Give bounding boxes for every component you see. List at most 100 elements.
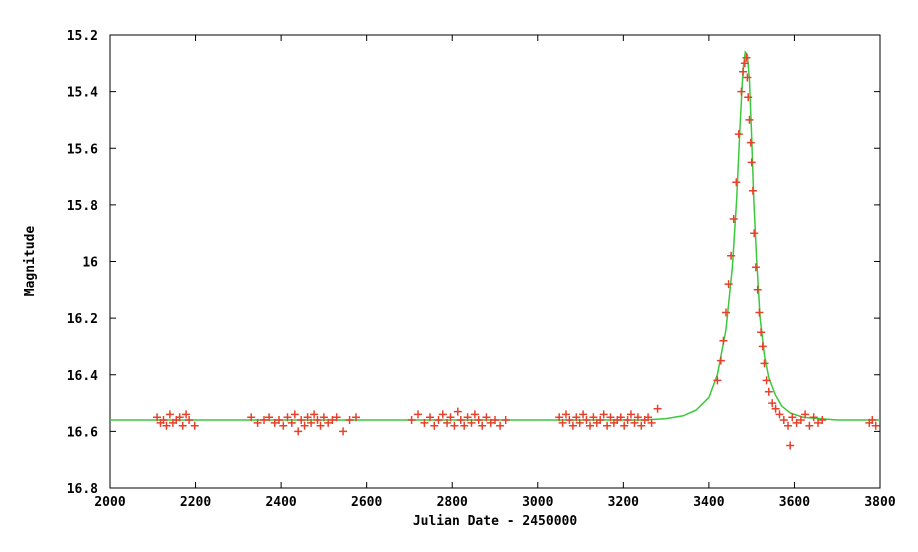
data-point <box>178 421 187 430</box>
x-tick-label: 3600 <box>779 495 810 510</box>
data-point <box>637 421 646 430</box>
data-point <box>283 413 292 422</box>
data-point <box>482 413 491 422</box>
data-point <box>786 441 795 450</box>
data-point <box>460 421 469 430</box>
data-point <box>486 418 495 427</box>
data-point <box>579 410 588 419</box>
y-tick-label: 16 <box>82 256 98 271</box>
data-point <box>796 416 805 424</box>
data-point <box>747 158 756 167</box>
data-point <box>734 130 743 139</box>
data-point <box>775 410 784 419</box>
data-point <box>719 336 728 345</box>
data-point <box>446 413 455 422</box>
x-tick-label: 3000 <box>522 495 553 510</box>
data-point <box>463 413 472 422</box>
data-point <box>575 418 584 427</box>
data-point <box>450 421 459 430</box>
data-point <box>426 413 434 422</box>
data-point <box>568 421 577 430</box>
data-point <box>753 285 762 294</box>
data-point <box>722 308 730 317</box>
y-tick-label: 15.2 <box>67 29 98 44</box>
y-tick-label: 15.8 <box>67 199 98 214</box>
data-point <box>300 421 309 430</box>
data-point <box>297 416 306 424</box>
caption-text <box>0 534 918 552</box>
data-point <box>456 416 465 424</box>
data-point <box>275 416 283 424</box>
data-point <box>324 418 333 427</box>
data-point <box>871 421 880 430</box>
data-point <box>606 413 615 422</box>
data-point <box>771 404 780 413</box>
data-point <box>732 178 741 187</box>
data-point <box>287 418 296 427</box>
data-point <box>746 138 755 147</box>
x-axis-ticks: 2000 2200 2400 2600 2800 3000 3200 3400 3600 3800 <box>94 35 896 510</box>
data-point <box>616 413 625 422</box>
data-point <box>818 416 827 424</box>
data-point <box>596 416 605 424</box>
data-point <box>352 413 360 422</box>
data-point <box>713 376 722 385</box>
data-point <box>603 421 612 430</box>
data-point <box>744 93 753 102</box>
data-point <box>620 421 629 430</box>
data-point <box>788 413 797 422</box>
data-point <box>175 413 184 422</box>
data-point <box>784 421 792 430</box>
data-point <box>582 416 591 424</box>
data-point <box>727 251 736 260</box>
data-point <box>743 73 752 82</box>
data-point <box>496 421 505 430</box>
x-tick-label: 3400 <box>693 495 724 510</box>
data-point <box>453 407 462 416</box>
y-tick-label: 16.8 <box>67 482 98 497</box>
data-point <box>310 410 319 419</box>
data-point <box>165 410 174 419</box>
data-point <box>345 416 354 424</box>
data-point <box>572 413 581 422</box>
x-tick-label: 3800 <box>864 495 895 510</box>
data-point <box>247 413 256 422</box>
data-point <box>716 356 725 365</box>
data-point <box>758 342 767 351</box>
data-point <box>307 418 316 427</box>
data-point <box>558 418 567 427</box>
data-point <box>478 421 487 430</box>
data-point <box>414 410 422 419</box>
data-point <box>739 67 748 76</box>
x-tick-label: 3200 <box>608 495 639 510</box>
data-point <box>316 421 325 430</box>
data-point <box>328 416 337 424</box>
data-point <box>467 418 476 427</box>
data-point <box>407 416 416 424</box>
data-point <box>162 421 171 430</box>
x-tick-label: 2000 <box>94 495 125 510</box>
y-tick-label: 16.4 <box>67 369 98 384</box>
data-point <box>434 416 443 424</box>
data-points-layer <box>153 53 880 450</box>
y-axis-title: Magnitude <box>23 226 38 297</box>
data-point <box>270 418 279 427</box>
data-point <box>764 387 773 396</box>
data-point <box>633 413 642 422</box>
data-point <box>313 416 322 424</box>
data-point <box>742 53 751 62</box>
data-point <box>768 399 777 408</box>
data-point <box>750 229 759 238</box>
data-point <box>589 413 598 422</box>
data-point <box>623 416 632 424</box>
data-point <box>420 418 429 427</box>
y-axis-ticks: 15.2 15.4 15.6 15.8 16 16.2 16.4 16.6 16.8 <box>67 29 880 497</box>
data-point <box>430 421 439 430</box>
data-point <box>294 427 303 436</box>
y-tick-label: 15.6 <box>67 142 98 157</box>
data-point <box>443 418 452 427</box>
model-fit-line <box>110 50 880 421</box>
data-point <box>159 416 168 424</box>
data-point <box>627 410 635 419</box>
